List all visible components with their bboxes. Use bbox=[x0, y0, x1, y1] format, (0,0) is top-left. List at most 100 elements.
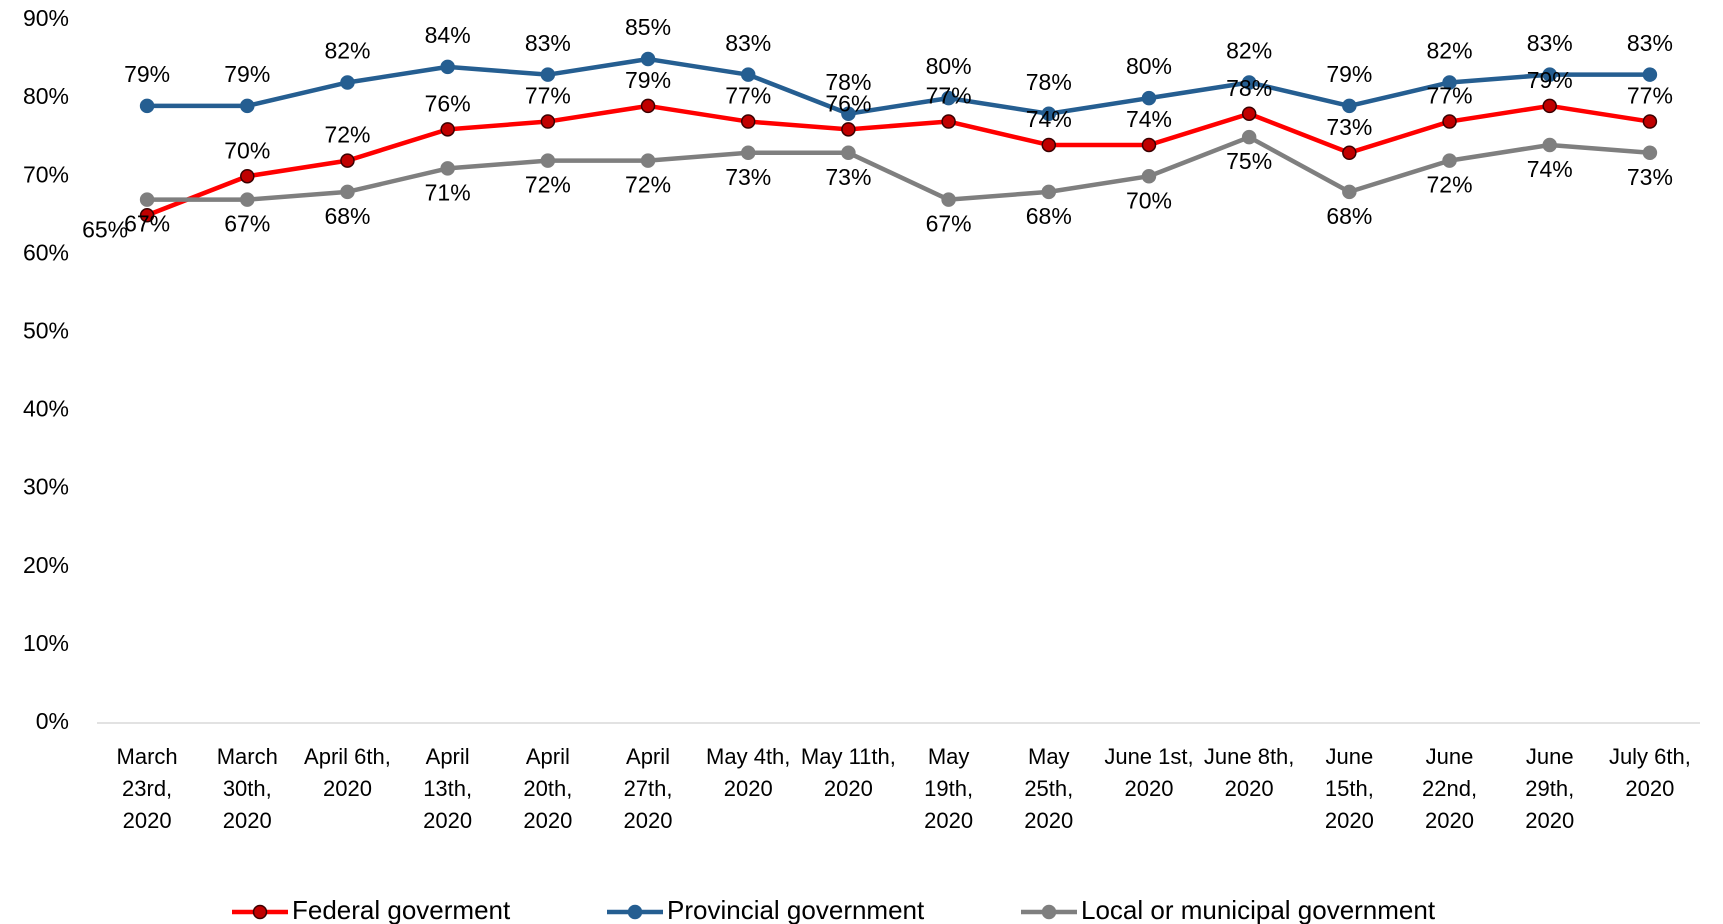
data-point bbox=[240, 168, 255, 184]
data-point bbox=[139, 208, 155, 223]
data-label: 73% bbox=[1326, 114, 1372, 140]
data-point bbox=[139, 192, 155, 207]
y-tick-label: 20% bbox=[23, 552, 69, 578]
x-tick-label: April 6th, 2020 bbox=[304, 744, 391, 801]
data-label: 82% bbox=[1427, 38, 1473, 64]
x-tick-label: June 22nd, 2020 bbox=[1422, 744, 1478, 833]
data-point bbox=[340, 153, 355, 168]
x-tick-label: June 29th, 2020 bbox=[1525, 744, 1575, 833]
data-label: 78% bbox=[825, 69, 871, 95]
data-label: 73% bbox=[725, 164, 771, 190]
x-tick-label: April 20th, 2020 bbox=[523, 744, 573, 833]
data-point bbox=[340, 75, 355, 90]
data-point bbox=[1041, 184, 1057, 200]
data-point bbox=[1542, 67, 1557, 82]
y-tick-label: 40% bbox=[23, 396, 69, 422]
data-point bbox=[1141, 137, 1157, 153]
data-label: 72% bbox=[1427, 172, 1473, 198]
x-tick-label: May 11th, 2020 bbox=[800, 744, 896, 801]
data-point bbox=[1041, 137, 1057, 153]
data-label: 74% bbox=[1026, 106, 1072, 132]
data-label: 83% bbox=[1627, 30, 1673, 56]
data-point bbox=[1041, 106, 1057, 121]
legend-label: Local or municipal government bbox=[1081, 895, 1436, 924]
data-point bbox=[740, 145, 756, 161]
data-point bbox=[540, 153, 556, 168]
data-label: 83% bbox=[525, 30, 571, 56]
data-point bbox=[1442, 75, 1457, 90]
series-line bbox=[147, 134, 1651, 202]
data-label: 83% bbox=[1527, 30, 1573, 56]
data-label: 77% bbox=[926, 83, 972, 109]
data-point bbox=[1542, 137, 1557, 153]
data-label: 76% bbox=[425, 90, 471, 116]
series-line bbox=[147, 56, 1650, 116]
data-point bbox=[139, 98, 155, 114]
data-point bbox=[941, 114, 956, 129]
data-label: 74% bbox=[1126, 106, 1172, 132]
x-tick-label: May 25th, 2020 bbox=[1024, 744, 1074, 833]
series-line bbox=[146, 103, 1651, 218]
x-tick-label: April 13th, 2020 bbox=[423, 744, 473, 833]
data-point bbox=[1642, 145, 1658, 161]
data-point bbox=[540, 114, 556, 129]
data-label: 77% bbox=[1627, 83, 1673, 109]
legend-marker bbox=[252, 904, 268, 920]
data-point bbox=[440, 161, 455, 176]
data-label: 67% bbox=[224, 211, 270, 237]
legend-marker bbox=[1041, 904, 1057, 920]
legend-label: Provincial government bbox=[667, 895, 925, 924]
data-label: 79% bbox=[224, 61, 270, 87]
y-tick-label: 50% bbox=[23, 318, 69, 344]
data-point bbox=[340, 184, 355, 200]
data-point bbox=[440, 122, 455, 137]
data-label: 76% bbox=[825, 90, 871, 116]
data-point bbox=[640, 98, 656, 114]
data-label: 83% bbox=[725, 30, 771, 56]
data-label: 79% bbox=[1326, 61, 1372, 87]
data-label: 71% bbox=[425, 179, 471, 205]
data-label: 78% bbox=[1026, 69, 1072, 95]
data-label: 68% bbox=[1326, 203, 1372, 229]
data-point bbox=[1642, 67, 1658, 82]
data-point bbox=[440, 59, 455, 75]
data-point bbox=[841, 145, 856, 161]
data-point bbox=[941, 90, 956, 106]
x-tick-label: June 15th, 2020 bbox=[1324, 744, 1374, 833]
data-label: 70% bbox=[224, 137, 270, 163]
data-point bbox=[1442, 153, 1457, 168]
y-tick-label: 30% bbox=[23, 474, 69, 500]
data-point bbox=[640, 153, 656, 168]
data-point bbox=[1241, 75, 1257, 90]
y-tick-label: 90% bbox=[23, 5, 69, 31]
data-label: 79% bbox=[625, 67, 671, 93]
data-label: 75% bbox=[1226, 148, 1272, 174]
data-label: 67% bbox=[124, 211, 170, 237]
data-point bbox=[1141, 168, 1157, 184]
legend-marker bbox=[627, 904, 643, 920]
data-point bbox=[1141, 90, 1157, 106]
data-label: 84% bbox=[425, 22, 471, 48]
data-point bbox=[941, 192, 956, 207]
data-point bbox=[1542, 98, 1557, 114]
data-point bbox=[540, 67, 556, 82]
x-tick-label: June 8th, 2020 bbox=[1203, 744, 1295, 801]
x-tick-label: March 23rd, 2020 bbox=[116, 744, 178, 833]
data-label: 77% bbox=[1427, 83, 1473, 109]
data-label: 80% bbox=[1126, 53, 1172, 79]
data-label: 82% bbox=[1226, 38, 1272, 64]
data-label: 73% bbox=[1627, 164, 1673, 190]
x-tick-label: May 4th, 2020 bbox=[706, 744, 791, 801]
data-label: 80% bbox=[926, 53, 972, 79]
x-tick-label: March 30th, 2020 bbox=[216, 744, 278, 833]
y-tick-label: 80% bbox=[23, 83, 69, 109]
data-point bbox=[740, 114, 756, 129]
data-point bbox=[1442, 114, 1457, 129]
data-label: 65% bbox=[82, 216, 128, 242]
legend-label: Federal goverment bbox=[292, 895, 511, 924]
data-point bbox=[1342, 145, 1357, 161]
data-point bbox=[240, 192, 255, 207]
data-label: 73% bbox=[825, 164, 871, 190]
